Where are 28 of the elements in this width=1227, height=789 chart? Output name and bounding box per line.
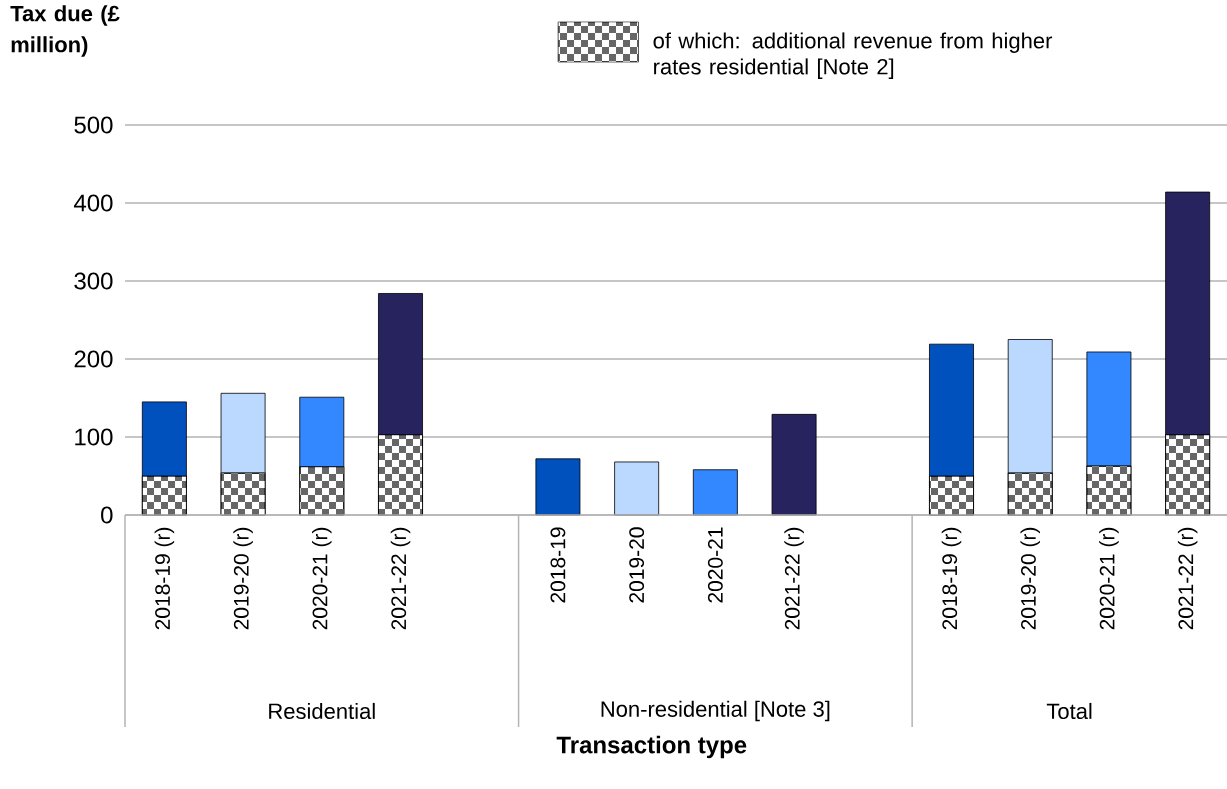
x-tick-label: 2021-22 (r) xyxy=(390,527,411,630)
y-axis-title: Tax due (£ million) xyxy=(10,5,120,57)
y-tick-label: 400 xyxy=(73,194,113,212)
text: Non-residential [Note 3] xyxy=(601,700,830,722)
bar xyxy=(614,461,660,516)
x-tick-label: 2020-21 (r) xyxy=(312,527,332,630)
x-tick-label: 2019-20 (r) xyxy=(233,527,253,630)
x-tick-label: 2021-22 (r) xyxy=(784,527,804,630)
x-tick-label: 2018-19 (r) xyxy=(941,527,962,630)
y-tick-label: 300 xyxy=(74,272,113,290)
x-tick-label: 2019-20 (r) xyxy=(1020,527,1040,630)
x-tick-label: 2020-21 xyxy=(707,527,723,603)
y-tick-label: 500 xyxy=(74,116,113,134)
x-tick-label: 2020-21 (r) xyxy=(1099,527,1119,630)
x-axis-title: Transaction type xyxy=(556,735,747,759)
y-tick-label: 0 xyxy=(101,506,113,524)
x-tick-label: 2019-20 xyxy=(629,527,645,603)
y-tick-label: 200 xyxy=(74,350,113,368)
x-tick-label: 2018-19 (r) xyxy=(154,527,175,630)
text: Total xyxy=(1046,702,1092,720)
y-tick-label: 100 xyxy=(75,428,113,446)
bar xyxy=(771,413,817,516)
x-tick-label: 2021-22 (r) xyxy=(1177,527,1198,630)
text: Residential xyxy=(269,702,375,720)
legend-label: of which: additional revenue from higher rates residential [Note 2] xyxy=(653,32,1053,79)
bar xyxy=(692,469,738,516)
x-tick-label: 2018-19 xyxy=(550,527,566,603)
bar xyxy=(535,458,581,516)
